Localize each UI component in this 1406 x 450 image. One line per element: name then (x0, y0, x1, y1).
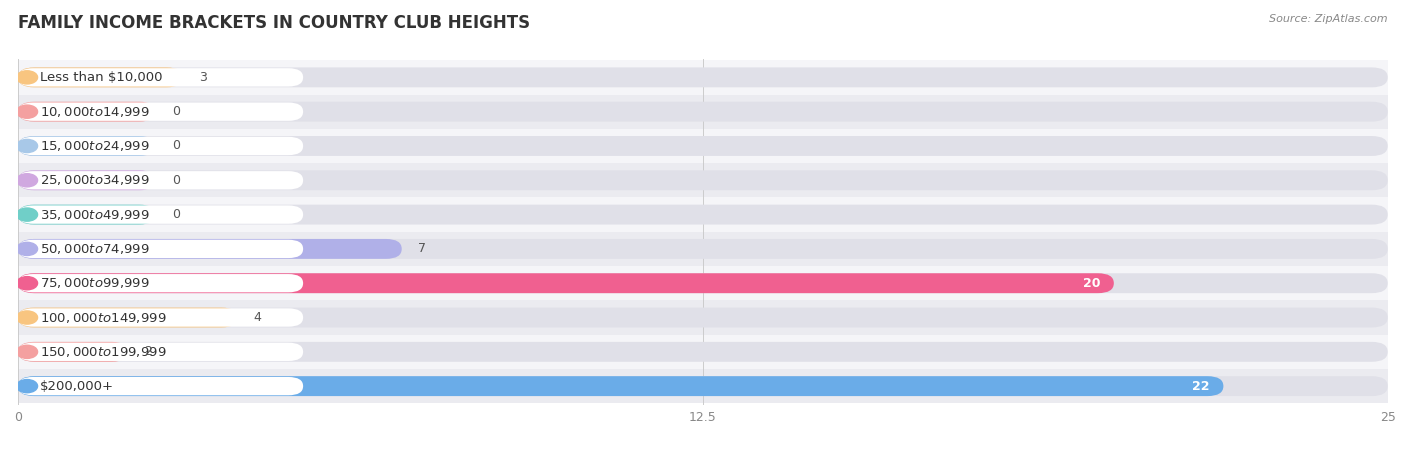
Text: Less than $10,000: Less than $10,000 (41, 71, 163, 84)
Circle shape (17, 345, 38, 358)
FancyBboxPatch shape (18, 171, 1388, 190)
Bar (18, 300, 1388, 335)
Text: 7: 7 (418, 243, 426, 256)
Text: $50,000 to $74,999: $50,000 to $74,999 (41, 242, 150, 256)
Circle shape (17, 71, 38, 84)
Text: 20: 20 (1083, 277, 1099, 290)
Text: $150,000 to $199,999: $150,000 to $199,999 (41, 345, 167, 359)
Text: 0: 0 (172, 140, 180, 153)
FancyBboxPatch shape (18, 273, 1114, 293)
Circle shape (17, 174, 38, 187)
FancyBboxPatch shape (18, 239, 1388, 259)
FancyBboxPatch shape (18, 205, 155, 225)
Bar (18, 232, 1388, 266)
Circle shape (17, 140, 38, 153)
Text: 0: 0 (172, 208, 180, 221)
FancyBboxPatch shape (18, 342, 304, 361)
Circle shape (17, 105, 38, 118)
Text: Source: ZipAtlas.com: Source: ZipAtlas.com (1270, 14, 1388, 23)
FancyBboxPatch shape (18, 171, 304, 189)
Bar (18, 335, 1388, 369)
Bar (18, 94, 1388, 129)
Text: 0: 0 (172, 105, 180, 118)
Text: 0: 0 (172, 174, 180, 187)
Circle shape (17, 208, 38, 221)
FancyBboxPatch shape (18, 342, 128, 362)
Bar (18, 129, 1388, 163)
FancyBboxPatch shape (18, 103, 304, 121)
FancyBboxPatch shape (18, 102, 155, 122)
Text: $25,000 to $34,999: $25,000 to $34,999 (41, 173, 150, 187)
Text: 3: 3 (200, 71, 207, 84)
FancyBboxPatch shape (18, 171, 155, 190)
FancyBboxPatch shape (18, 342, 1388, 362)
FancyBboxPatch shape (18, 136, 1388, 156)
FancyBboxPatch shape (18, 274, 304, 292)
Circle shape (17, 242, 38, 256)
FancyBboxPatch shape (18, 376, 1388, 396)
FancyBboxPatch shape (18, 307, 1388, 328)
Circle shape (17, 311, 38, 324)
Bar (18, 369, 1388, 403)
FancyBboxPatch shape (18, 206, 304, 224)
FancyBboxPatch shape (18, 240, 304, 258)
Circle shape (17, 379, 38, 393)
FancyBboxPatch shape (18, 307, 238, 328)
Text: $15,000 to $24,999: $15,000 to $24,999 (41, 139, 150, 153)
Bar (18, 163, 1388, 198)
Text: $200,000+: $200,000+ (41, 380, 114, 393)
FancyBboxPatch shape (18, 68, 183, 87)
Text: $100,000 to $149,999: $100,000 to $149,999 (41, 310, 167, 324)
FancyBboxPatch shape (18, 205, 1388, 225)
FancyBboxPatch shape (18, 239, 402, 259)
Text: $35,000 to $49,999: $35,000 to $49,999 (41, 207, 150, 221)
FancyBboxPatch shape (18, 136, 155, 156)
FancyBboxPatch shape (18, 308, 304, 327)
Circle shape (17, 277, 38, 290)
Text: 2: 2 (145, 345, 152, 358)
Bar (18, 198, 1388, 232)
FancyBboxPatch shape (18, 273, 1388, 293)
FancyBboxPatch shape (18, 377, 304, 395)
Bar (18, 60, 1388, 94)
FancyBboxPatch shape (18, 102, 1388, 122)
Text: 4: 4 (254, 311, 262, 324)
Text: $10,000 to $14,999: $10,000 to $14,999 (41, 105, 150, 119)
Text: $75,000 to $99,999: $75,000 to $99,999 (41, 276, 150, 290)
FancyBboxPatch shape (18, 137, 304, 155)
FancyBboxPatch shape (18, 376, 1223, 396)
Text: 22: 22 (1192, 380, 1209, 393)
Bar (18, 266, 1388, 300)
Text: FAMILY INCOME BRACKETS IN COUNTRY CLUB HEIGHTS: FAMILY INCOME BRACKETS IN COUNTRY CLUB H… (18, 14, 530, 32)
FancyBboxPatch shape (18, 68, 304, 86)
FancyBboxPatch shape (18, 68, 1388, 87)
